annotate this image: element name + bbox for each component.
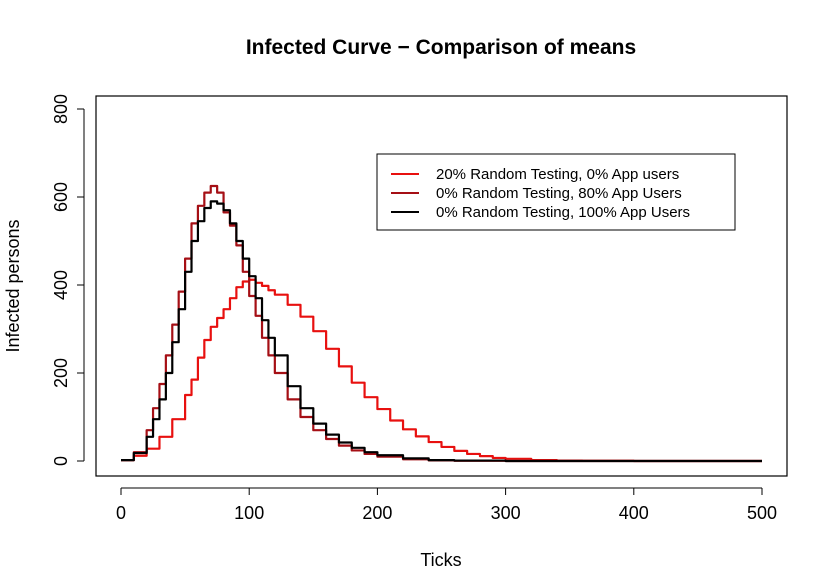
- legend-label: 0% Random Testing, 80% App Users: [436, 185, 682, 202]
- y-tick-label: 200: [51, 358, 71, 388]
- legend-label: 0% Random Testing, 100% App Users: [436, 204, 690, 221]
- legend-label: 20% Random Testing, 0% App users: [436, 166, 679, 183]
- x-tick-label: 400: [619, 503, 649, 523]
- y-tick-label: 0: [51, 456, 71, 466]
- x-axis: 0 100 200 300 400 500: [116, 487, 777, 523]
- x-axis-label: Ticks: [420, 550, 461, 570]
- y-tick-label: 600: [51, 182, 71, 212]
- y-tick-label: 400: [51, 270, 71, 300]
- legend-box: [376, 153, 736, 231]
- x-tick-label: 0: [116, 503, 126, 523]
- y-axis-label: Infected persons: [3, 219, 23, 352]
- chart-title: Infected Curve − Comparison of means: [246, 36, 636, 59]
- series-line-3: [121, 200, 762, 463]
- x-tick-label: 500: [747, 503, 777, 523]
- x-tick-label: 200: [362, 503, 392, 523]
- legend: 20% Random Testing, 0% App users 0% Rando…: [376, 153, 736, 231]
- series-layer: [121, 184, 762, 463]
- y-axis: 0 200 400 600 800: [51, 94, 85, 466]
- y-tick-label: 800: [51, 94, 71, 124]
- x-tick-label: 300: [491, 503, 521, 523]
- plot-frame: [95, 95, 788, 477]
- x-tick-label: 100: [234, 503, 264, 523]
- series-line-1: [121, 278, 762, 463]
